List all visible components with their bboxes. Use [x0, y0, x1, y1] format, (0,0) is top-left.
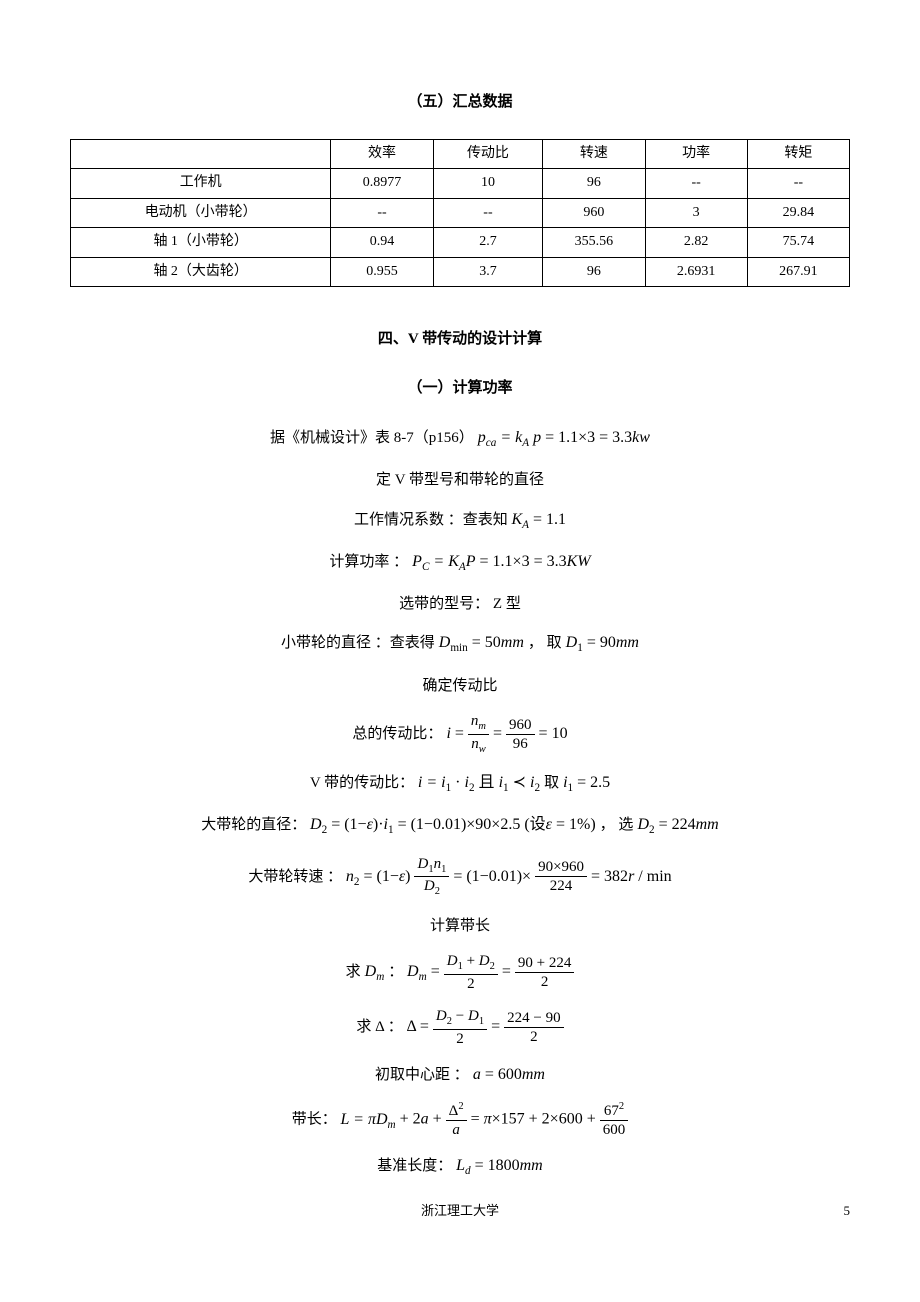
line-12: 计算带长 [70, 913, 850, 939]
r2c1: 0.94 [331, 228, 433, 257]
r2c0: 轴 1（小带轮） [71, 228, 331, 257]
line-dm: 求 Dm ： Dm = D1 + D22 = 90 + 2242 [70, 952, 850, 993]
section-4-1-title: （一）计算功率 [70, 376, 850, 400]
r2c4: 2.82 [645, 228, 747, 257]
th-speed: 转速 [543, 140, 645, 169]
line-d2: 大带轮的直径： D2 = (1−ε)·i1 = (1−0.01)×90×2.5 … [70, 812, 850, 840]
r1c1: -- [331, 198, 433, 227]
line-n2: 大带轮转速 ： n2 = (1−ε) D1n1D2 = (1−0.01)× 90… [70, 855, 850, 899]
line-L: 带长： L = πDm + 2a + Δ2a = π×157 + 2×600 +… [70, 1101, 850, 1139]
line-Ld: 基准长度： Ld = 1800mm [70, 1153, 850, 1181]
r1c3: 960 [543, 198, 645, 227]
r3c1: 0.955 [331, 257, 433, 286]
r3c4: 2.6931 [645, 257, 747, 286]
line-7: 确定传动比 [70, 673, 850, 699]
r1c2: -- [433, 198, 543, 227]
th-blank [71, 140, 331, 169]
r0c2: 10 [433, 169, 543, 198]
r3c2: 3.7 [433, 257, 543, 286]
r0c5: -- [747, 169, 849, 198]
r2c3: 355.56 [543, 228, 645, 257]
r2c2: 2.7 [433, 228, 543, 257]
r0c1: 0.8977 [331, 169, 433, 198]
r0c3: 96 [543, 169, 645, 198]
line-2: 定 V 带型号和带轮的直径 [70, 467, 850, 493]
r2c5: 75.74 [747, 228, 849, 257]
page-number: 5 [844, 1201, 851, 1222]
footer-university: 浙江理工大学 [421, 1203, 499, 1218]
section-4-title: 四、V 带传动的设计计算 [70, 327, 850, 351]
r0c0: 工作机 [71, 169, 331, 198]
r3c5: 267.91 [747, 257, 849, 286]
th-eff: 效率 [331, 140, 433, 169]
line-5: 选带的型号： Z 型 [70, 591, 850, 617]
r1c0: 电动机（小带轮） [71, 198, 331, 227]
line-ka: 工作情况系数 ：查表知 KA = 1.1 [70, 507, 850, 535]
line-dmin: 小带轮的直径 ：查表得 Dmin = 50mm ， 取 D1 = 90mm [70, 630, 850, 658]
section-5-title: （五）汇总数据 [70, 90, 850, 114]
th-power: 功率 [645, 140, 747, 169]
line-itotal: 总的传动比： i = nmnw = 96096 = 10 [70, 712, 850, 756]
r1c5: 29.84 [747, 198, 849, 227]
r1c4: 3 [645, 198, 747, 227]
summary-table: 效率 传动比 转速 功率 转矩 工作机 0.8977 10 96 -- -- 电… [70, 139, 850, 287]
r3c0: 轴 2（大齿轮） [71, 257, 331, 286]
line-pca: 据《机械设计》表 8-7（p156） pca = kA p = 1.1×3 = … [70, 425, 850, 453]
r0c4: -- [645, 169, 747, 198]
line-ivbelt: V 带的传动比： i = i1 · i2 且 i1 ≺ i2 取 i1 = 2.… [70, 770, 850, 798]
line-a0: 初取中心距 ： a = 600mm [70, 1062, 850, 1088]
r3c3: 96 [543, 257, 645, 286]
th-torque: 转矩 [747, 140, 849, 169]
th-ratio: 传动比 [433, 140, 543, 169]
line-pc: 计算功率 ： PC = KAP = 1.1×3 = 3.3KW [70, 549, 850, 577]
page-footer: 浙江理工大学 5 [70, 1201, 850, 1222]
line-delta: 求 Δ ： Δ = D2 − D12 = 224 − 902 [70, 1007, 850, 1048]
pca-pre: 据《机械设计》表 8-7（p156） [270, 430, 474, 446]
